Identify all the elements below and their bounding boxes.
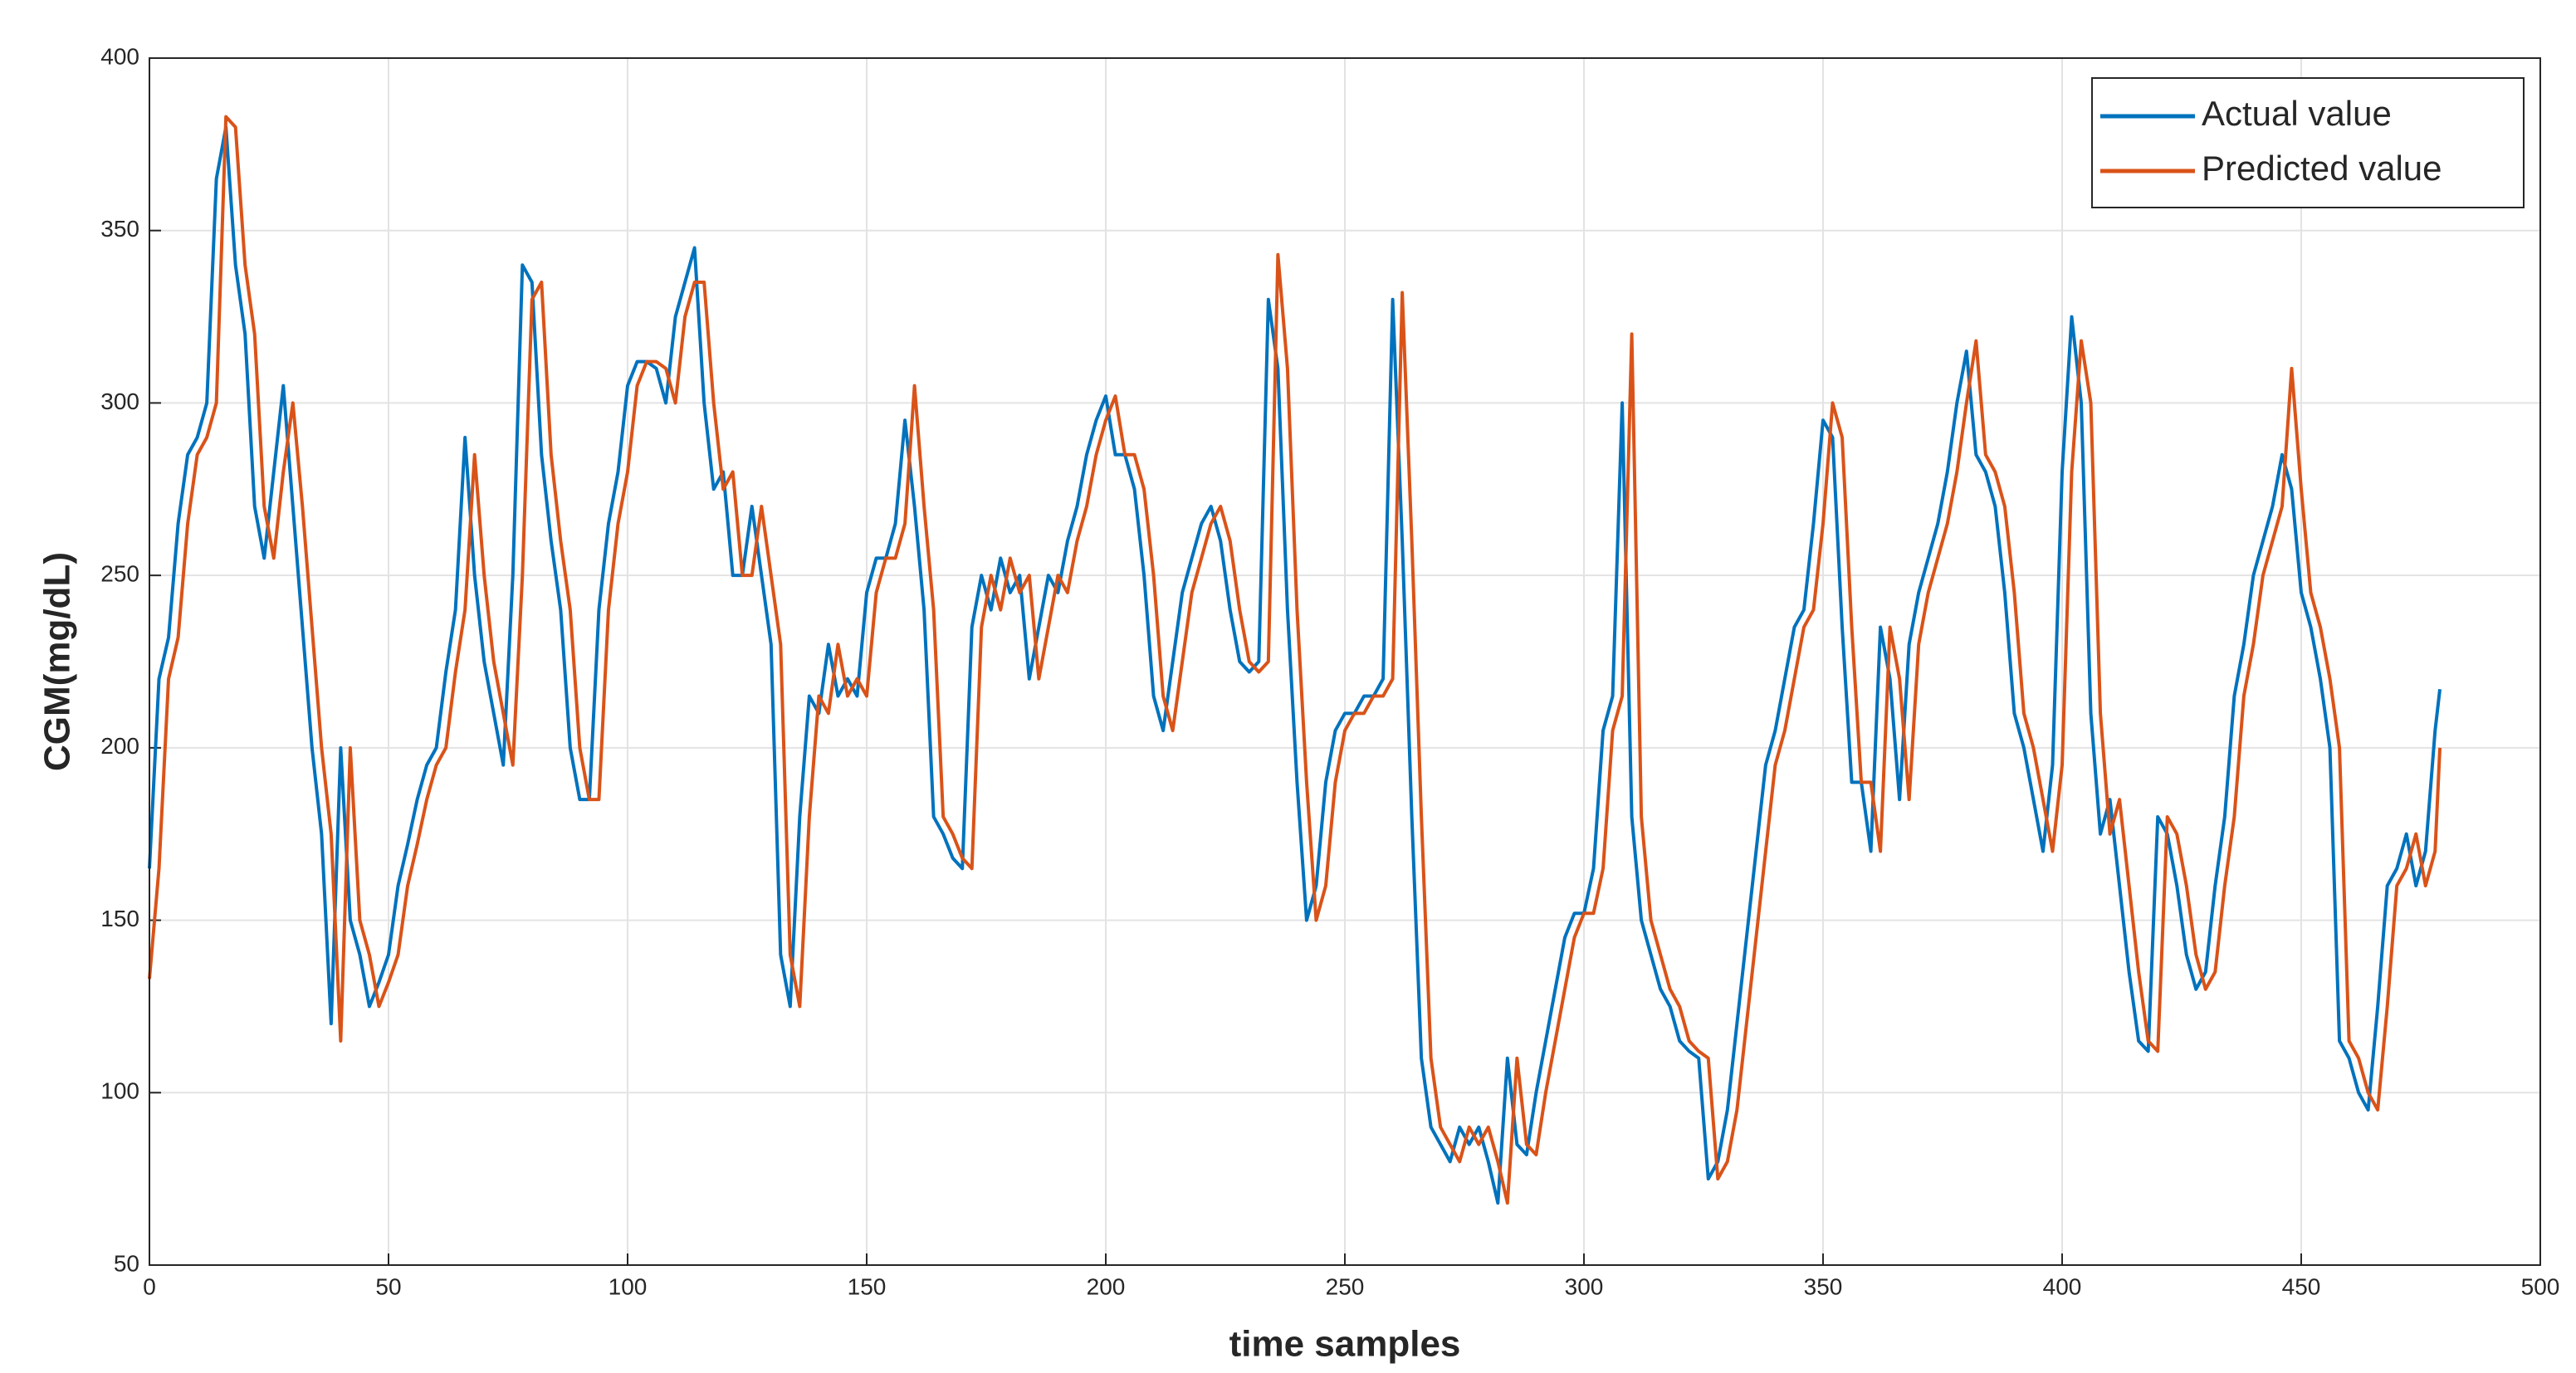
x-tick-label: 250 xyxy=(1326,1273,1365,1299)
y-tick-label: 50 xyxy=(114,1250,139,1276)
x-tick-label: 350 xyxy=(1804,1273,1843,1299)
series-line xyxy=(148,125,2442,1205)
y-tick-label: 150 xyxy=(100,906,139,931)
x-tick-label: 200 xyxy=(1087,1273,1126,1299)
x-axis-label: time samples xyxy=(1229,1324,1461,1365)
legend-box xyxy=(2091,77,2525,208)
x-tick-label: 150 xyxy=(848,1273,887,1299)
y-tick-label: 100 xyxy=(100,1078,139,1104)
y-tick-label: 400 xyxy=(100,43,139,69)
x-tick-label: 100 xyxy=(609,1273,648,1299)
axes-box xyxy=(149,57,2541,1266)
x-tick-label: 50 xyxy=(375,1273,401,1299)
y-axis-label: CGM(mg/dL) xyxy=(37,552,78,771)
x-tick-label: 0 xyxy=(143,1273,156,1299)
y-tick-label: 250 xyxy=(100,561,139,587)
series-line xyxy=(148,115,2442,1205)
y-tick-label: 350 xyxy=(100,216,139,242)
x-tick-label: 300 xyxy=(1565,1273,1604,1299)
legend-label: Predicted value xyxy=(2202,149,2442,188)
legend-label: Actual value xyxy=(2202,94,2392,133)
x-tick-label: 450 xyxy=(2282,1273,2321,1299)
y-tick-label: 200 xyxy=(100,733,139,759)
y-tick-label: 300 xyxy=(100,388,139,414)
x-tick-label: 500 xyxy=(2521,1273,2560,1299)
x-tick-label: 400 xyxy=(2043,1273,2082,1299)
